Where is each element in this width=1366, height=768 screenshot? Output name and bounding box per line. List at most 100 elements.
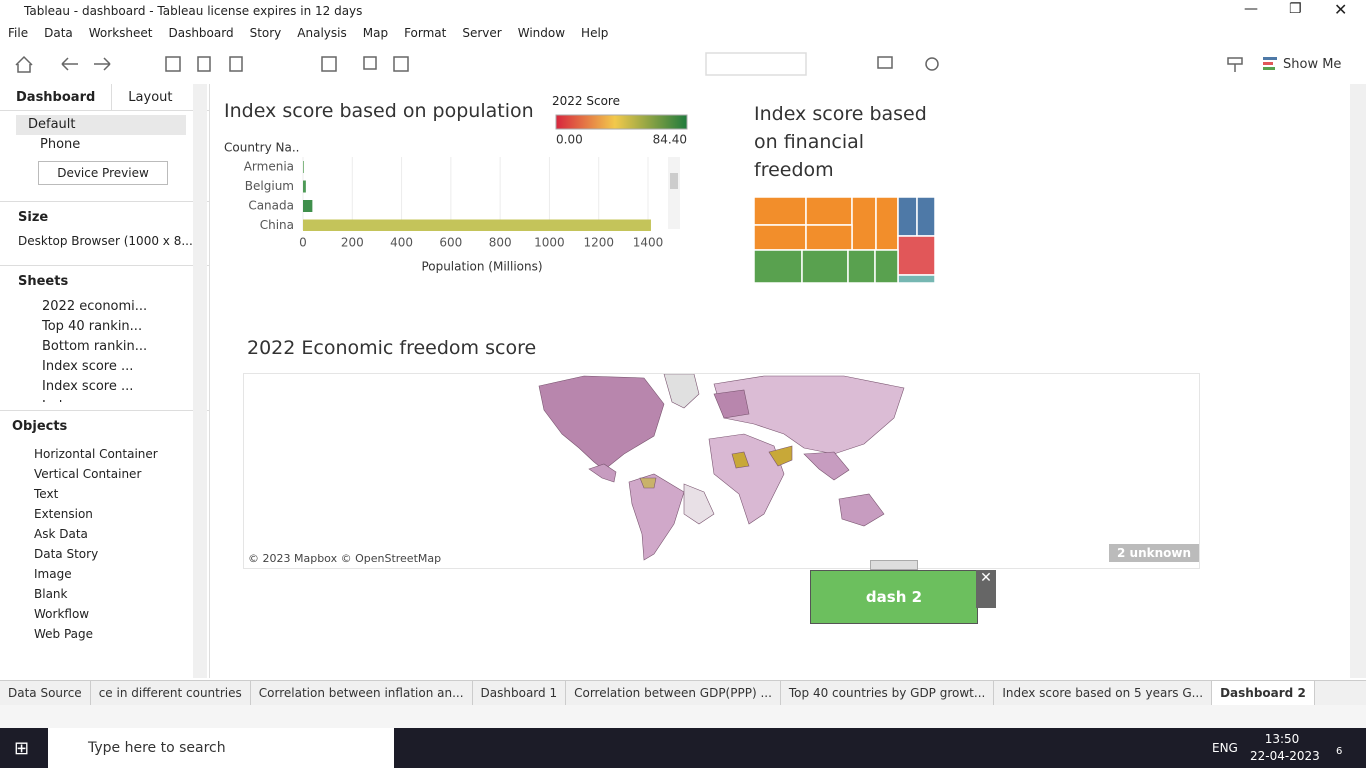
save-icon[interactable] <box>165 56 181 72</box>
map: © 2023 Mapbox © OpenStreetMap 2 unknown <box>243 373 1200 569</box>
canvas-scrollbar[interactable] <box>1350 84 1366 678</box>
share-icon[interactable] <box>925 57 939 71</box>
sheet-item[interactable]: Top 40 rankin... <box>42 319 143 334</box>
presentation-icon[interactable] <box>877 56 893 69</box>
sheet-tab[interactable]: Top 40 countries by GDP growt... <box>781 681 995 706</box>
sheet-tab[interactable]: Index score based on 5 years G... <box>994 681 1213 706</box>
sheets-heading: Sheets <box>18 274 69 289</box>
maximize[interactable]: ❐ <box>1289 1 1302 17</box>
treemap-title: Index score based on financial freedom <box>754 103 927 181</box>
menu-item[interactable]: Window <box>517 26 566 40</box>
device-option[interactable]: Phone <box>40 137 81 152</box>
row-header: Country Na.. <box>224 141 299 155</box>
format-icon[interactable] <box>1227 57 1243 72</box>
new-sheet-icon[interactable] <box>321 56 337 72</box>
x-tick-label: 0 <box>299 236 307 250</box>
pause-icon[interactable] <box>229 56 243 72</box>
map-shapes <box>538 374 905 561</box>
menu-item[interactable]: File <box>8 26 29 40</box>
menu-item[interactable]: Format <box>404 26 447 40</box>
object-item[interactable]: Extension <box>34 507 93 521</box>
menu-item[interactable]: Worksheet <box>88 26 153 40</box>
sheet-tab[interactable]: ce in different countries <box>91 681 251 706</box>
menu-item[interactable]: Map <box>362 26 389 40</box>
chart-scrollbar[interactable] <box>668 157 680 229</box>
show-me[interactable]: Show Me <box>1283 57 1341 72</box>
new-ds-icon[interactable] <box>197 56 211 72</box>
dashboard-canvas: Index score based on population 2022 Sco… <box>210 84 1350 678</box>
sheet-item[interactable]: Index score <box>18 397 209 402</box>
duplicate-icon[interactable] <box>363 56 377 70</box>
fit-dropdown[interactable] <box>705 52 807 76</box>
device-list: Default Phone <box>0 111 209 155</box>
device-option[interactable]: Default <box>16 115 186 135</box>
clock-time[interactable]: 13:50 <box>1264 732 1300 746</box>
search-placeholder: Type here to search <box>88 740 226 756</box>
sheet-item[interactable]: 2022 economi... <box>42 299 148 314</box>
legend-tick-label: 84.40 <box>653 133 687 147</box>
x-tick-label: 600 <box>439 236 462 250</box>
close[interactable]: ✕ <box>1334 0 1348 19</box>
menu-item[interactable]: Help <box>581 26 609 40</box>
sheet-tab[interactable]: Dashboard 2 <box>1212 681 1315 706</box>
chart-scroll-thumb[interactable] <box>670 173 678 189</box>
sheet-item[interactable]: Bottom rankin... <box>42 339 148 354</box>
bar <box>303 200 313 212</box>
x-tick-label: 400 <box>390 236 413 250</box>
x-axis-title: Population (Millions) <box>421 260 542 274</box>
sheet-list: 2022 economi... Top 40 rankin... Bottom ra… <box>18 297 209 402</box>
clear-icon[interactable] <box>393 56 409 72</box>
sheet-tab[interactable]: Correlation between GDP(PPP) ... <box>566 681 781 706</box>
window-title: Tableau - dashboard - Tableau license ex… <box>24 4 363 18</box>
search-box[interactable]: Type here to search <box>48 728 394 768</box>
legend-ramp <box>555 114 688 130</box>
size-dropdown[interactable]: Desktop Browser (1000 x 8... <box>18 234 193 248</box>
panel-tab[interactable]: Dashboard <box>0 84 113 110</box>
menu-item[interactable]: Dashboard <box>168 26 234 40</box>
sheet-item[interactable]: Index score ... <box>42 359 134 374</box>
menu-item[interactable]: Server <box>462 26 502 40</box>
floating-object[interactable]: dash 2 <box>810 570 978 624</box>
menu-item[interactable]: Story <box>249 26 282 40</box>
panel-tab[interactable]: Layout <box>128 90 173 105</box>
size-heading: Size <box>18 210 49 225</box>
language[interactable]: ENG <box>1212 741 1238 755</box>
floating-close[interactable]: ✕ <box>976 570 996 608</box>
bar <box>303 180 306 193</box>
clock-date[interactable]: 22-04-2023 <box>1250 749 1320 763</box>
map-title: 2022 Economic freedom score <box>247 337 537 359</box>
object-item[interactable]: Workflow <box>34 607 90 621</box>
objects-heading: Objects <box>12 419 68 434</box>
notification-count[interactable]: 6 <box>1336 746 1343 757</box>
minimize[interactable]: — <box>1244 1 1258 17</box>
object-item[interactable]: Text <box>34 487 59 501</box>
device-preview-button[interactable]: Device Preview <box>38 161 168 185</box>
color-legend: 0.00 84.40 <box>555 114 688 147</box>
menu-item[interactable]: Data <box>44 26 73 40</box>
object-item[interactable]: Horizontal Container <box>34 447 158 461</box>
category-label: Belgium <box>245 179 294 193</box>
legend-title: 2022 Score <box>552 94 620 108</box>
object-item[interactable]: Vertical Container <box>34 467 142 481</box>
object-item[interactable]: Image <box>34 567 72 581</box>
move-handle[interactable] <box>870 560 918 570</box>
sheet-tab[interactable]: Data Source <box>0 681 91 706</box>
panel-scrollbar[interactable] <box>193 84 207 678</box>
sheet-item[interactable]: Index score ... <box>42 379 134 394</box>
object-item[interactable]: Data Story <box>34 547 99 561</box>
undo-icon[interactable] <box>61 57 78 71</box>
object-item[interactable]: Blank <box>34 587 68 601</box>
redo-icon[interactable] <box>94 57 111 71</box>
start-button[interactable]: ⊞ <box>14 738 30 759</box>
object-item[interactable]: Ask Data <box>34 527 88 541</box>
object-item[interactable]: Web Page <box>34 627 94 641</box>
sheet-tab[interactable]: Dashboard 1 <box>473 681 567 706</box>
home-icon[interactable] <box>15 55 33 73</box>
sheet-tab[interactable]: Correlation between inflation an... <box>251 681 473 706</box>
category-label: Canada <box>248 199 294 213</box>
unknown-indicator[interactable]: 2 unknown <box>1109 544 1199 562</box>
side-panel: Dashboard Layout Default Phone Device Prev… <box>0 84 210 678</box>
menu-item[interactable]: Analysis <box>297 26 347 40</box>
x-tick-label: 1200 <box>583 236 614 250</box>
